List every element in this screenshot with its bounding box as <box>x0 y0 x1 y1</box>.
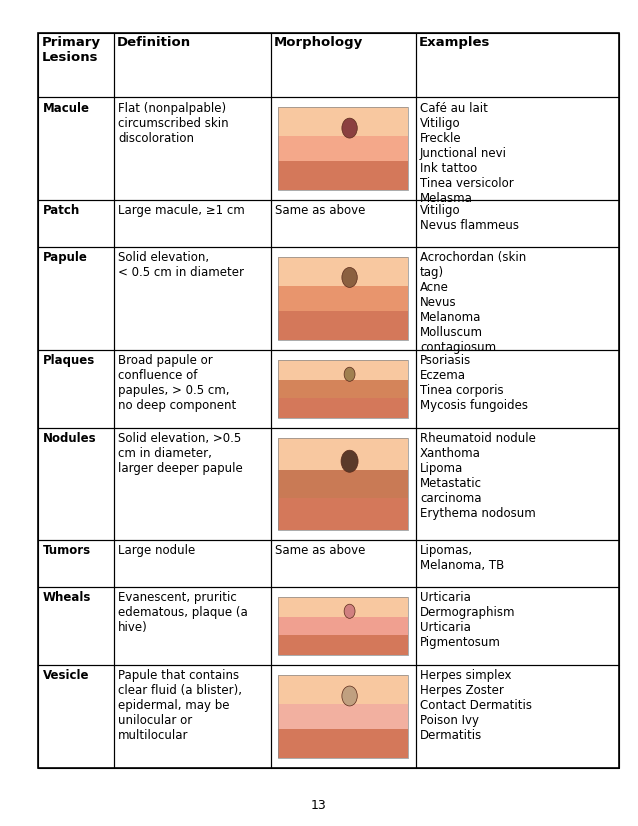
Circle shape <box>342 686 357 706</box>
Bar <box>278 257 408 339</box>
Bar <box>278 359 408 380</box>
Bar <box>38 665 114 768</box>
Bar <box>278 132 408 161</box>
Bar <box>114 349 271 429</box>
Bar <box>114 429 271 540</box>
Bar <box>278 107 408 190</box>
Text: Psoriasis
Eczema
Tinea corporis
Mycosis fungoides: Psoriasis Eczema Tinea corporis Mycosis … <box>420 354 528 412</box>
Text: Broad papule or
confluence of
papules, > 0.5 cm,
no deep component: Broad papule or confluence of papules, >… <box>118 354 237 412</box>
Text: Papule that contains
clear fluid (a blister),
epidermal, may be
unilocular or
mu: Papule that contains clear fluid (a blis… <box>118 669 242 743</box>
Bar <box>416 540 619 586</box>
Bar <box>278 377 408 398</box>
Bar <box>114 540 271 586</box>
Text: Tumors: Tumors <box>43 544 91 558</box>
Text: Macule: Macule <box>43 102 90 115</box>
Bar <box>278 596 408 617</box>
Bar <box>278 395 408 419</box>
Bar <box>271 247 416 349</box>
Bar <box>114 97 271 200</box>
Bar <box>278 157 408 190</box>
Bar <box>271 33 416 97</box>
Bar <box>271 586 416 665</box>
Bar <box>416 247 619 349</box>
Bar <box>416 349 619 429</box>
Bar <box>38 540 114 586</box>
Text: Flat (nonpalpable)
circumscribed skin
discoloration: Flat (nonpalpable) circumscribed skin di… <box>118 102 229 145</box>
Circle shape <box>344 368 355 382</box>
Bar <box>38 33 114 97</box>
Bar <box>114 247 271 349</box>
Bar <box>271 97 416 200</box>
Bar <box>278 725 408 758</box>
Bar <box>278 306 408 339</box>
Text: Same as above: Same as above <box>275 544 366 558</box>
Bar <box>278 615 408 635</box>
Bar <box>271 349 416 429</box>
Bar <box>278 439 408 530</box>
Circle shape <box>341 450 358 472</box>
Bar <box>114 33 271 97</box>
Bar <box>416 586 619 665</box>
Text: Same as above: Same as above <box>275 204 366 217</box>
Text: Nodules: Nodules <box>43 433 96 445</box>
Bar <box>278 257 408 286</box>
Bar <box>271 429 416 540</box>
Text: Herpes simplex
Herpes Zoster
Contact Dermatitis
Poison Ivy
Dermatitis: Herpes simplex Herpes Zoster Contact Der… <box>420 669 532 743</box>
Bar <box>278 493 408 530</box>
Bar <box>114 200 271 247</box>
Text: Definition: Definition <box>117 36 191 50</box>
Text: Vitiligo
Nevus flammeus: Vitiligo Nevus flammeus <box>420 204 519 232</box>
Text: Large macule, ≥1 cm: Large macule, ≥1 cm <box>118 204 245 217</box>
Bar <box>278 596 408 655</box>
Text: Café au lait
Vitiligo
Freckle
Junctional nevi
Ink tattoo
Tinea versicolor
Melasm: Café au lait Vitiligo Freckle Junctional… <box>420 102 514 205</box>
Text: Solid elevation, >0.5
cm in diameter,
larger deeper papule: Solid elevation, >0.5 cm in diameter, la… <box>118 433 243 476</box>
Bar <box>278 675 408 758</box>
Bar <box>278 466 408 498</box>
Text: Examples: Examples <box>419 36 490 50</box>
Bar <box>38 429 114 540</box>
Text: Lipomas,
Melanoma, TB: Lipomas, Melanoma, TB <box>420 544 505 572</box>
Text: Morphology: Morphology <box>274 36 363 50</box>
Bar <box>38 33 619 768</box>
Text: Vesicle: Vesicle <box>43 669 89 682</box>
Bar <box>38 97 114 200</box>
Text: Solid elevation,
< 0.5 cm in diameter: Solid elevation, < 0.5 cm in diameter <box>118 251 244 279</box>
Bar <box>38 586 114 665</box>
Text: Papule: Papule <box>43 251 87 264</box>
Bar <box>416 97 619 200</box>
Bar <box>271 540 416 586</box>
Circle shape <box>342 268 357 287</box>
Bar <box>278 632 408 655</box>
Text: Rheumatoid nodule
Xanthoma
Lipoma
Metastatic
carcinoma
Erythema nodosum: Rheumatoid nodule Xanthoma Lipoma Metast… <box>420 433 536 520</box>
Bar <box>416 33 619 97</box>
Bar <box>416 665 619 768</box>
Text: Plaques: Plaques <box>43 354 95 367</box>
Bar <box>416 200 619 247</box>
Bar <box>278 439 408 471</box>
Text: Primary
Lesions: Primary Lesions <box>41 36 100 64</box>
Bar <box>271 665 416 768</box>
Text: Urticaria
Dermographism
Urticaria
Pigmentosum: Urticaria Dermographism Urticaria Pigmen… <box>420 591 516 648</box>
Bar <box>114 665 271 768</box>
Text: 13: 13 <box>311 799 327 812</box>
Bar <box>38 200 114 247</box>
Text: Patch: Patch <box>43 204 80 217</box>
Circle shape <box>344 604 355 619</box>
Text: Evanescent, pruritic
edematous, plaque (a
hive): Evanescent, pruritic edematous, plaque (… <box>118 591 248 634</box>
Bar <box>278 282 408 311</box>
Bar <box>278 107 408 136</box>
Text: Acrochordan (skin
tag)
Acne
Nevus
Melanoma
Molluscum
contagiosum: Acrochordan (skin tag) Acne Nevus Melano… <box>420 251 526 354</box>
Bar <box>278 700 408 729</box>
Bar <box>38 349 114 429</box>
Bar <box>38 247 114 349</box>
Text: Wheals: Wheals <box>43 591 91 604</box>
Circle shape <box>342 118 357 138</box>
Bar <box>278 675 408 705</box>
Bar <box>114 586 271 665</box>
Text: Large nodule: Large nodule <box>118 544 195 558</box>
Bar <box>271 200 416 247</box>
Bar <box>278 359 408 419</box>
Bar <box>416 429 619 540</box>
